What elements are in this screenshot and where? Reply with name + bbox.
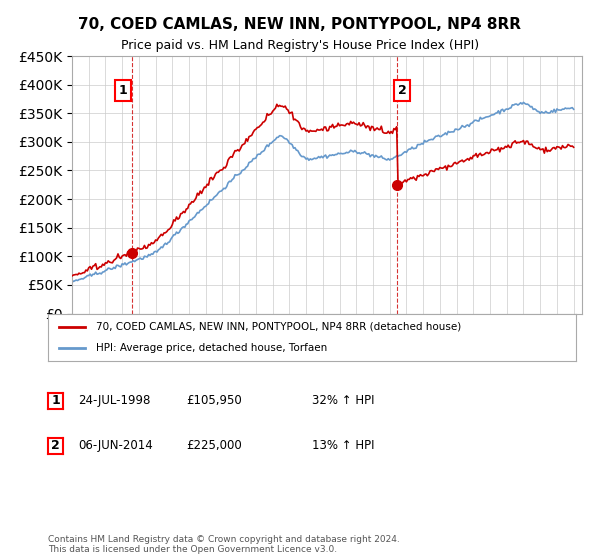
Text: 13% ↑ HPI: 13% ↑ HPI bbox=[312, 439, 374, 452]
Text: 70, COED CAMLAS, NEW INN, PONTYPOOL, NP4 8RR (detached house): 70, COED CAMLAS, NEW INN, PONTYPOOL, NP4… bbox=[95, 322, 461, 332]
Text: Price paid vs. HM Land Registry's House Price Index (HPI): Price paid vs. HM Land Registry's House … bbox=[121, 39, 479, 52]
Text: 06-JUN-2014: 06-JUN-2014 bbox=[78, 439, 153, 452]
Text: 70, COED CAMLAS, NEW INN, PONTYPOOL, NP4 8RR: 70, COED CAMLAS, NEW INN, PONTYPOOL, NP4… bbox=[79, 17, 521, 32]
Text: 24-JUL-1998: 24-JUL-1998 bbox=[78, 394, 151, 408]
Text: £105,950: £105,950 bbox=[186, 394, 242, 408]
Text: 2: 2 bbox=[51, 439, 60, 452]
Text: 2: 2 bbox=[398, 84, 406, 97]
Text: 32% ↑ HPI: 32% ↑ HPI bbox=[312, 394, 374, 408]
Text: HPI: Average price, detached house, Torfaen: HPI: Average price, detached house, Torf… bbox=[95, 343, 327, 353]
Text: 1: 1 bbox=[51, 394, 60, 408]
Text: 1: 1 bbox=[119, 84, 128, 97]
Text: £225,000: £225,000 bbox=[186, 439, 242, 452]
Text: Contains HM Land Registry data © Crown copyright and database right 2024.
This d: Contains HM Land Registry data © Crown c… bbox=[48, 535, 400, 554]
